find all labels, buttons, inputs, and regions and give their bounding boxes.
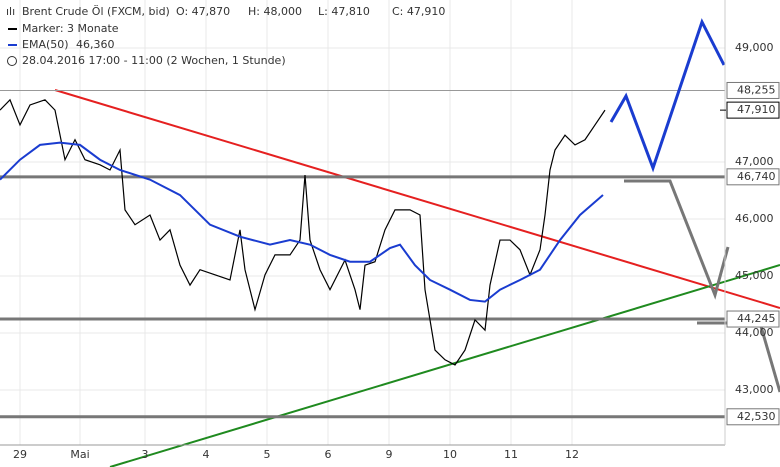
x-tick-label: Mai [70,448,89,461]
y-tick-label: 45,000 [735,269,774,282]
x-tick-label: 29 [13,448,27,461]
level-label: 47,910 [737,103,776,116]
x-tick-label: 6 [325,448,332,461]
period-text: 28.04.2016 17:00 - 11:00 (2 Wochen, 1 St… [22,54,286,67]
label-layer: 43,000 44,000 45,000 46,000 47,000 49,000 29 Ma… [13,41,780,461]
level-label-box [726,101,780,119]
marker-text: Marker: 3 Monate [22,22,119,35]
ohlc-value: H: 48,000 [248,5,302,18]
y-tick-label: 46,000 [735,212,774,225]
x-tick-label: 3 [142,448,149,461]
scenario-arrow [624,179,730,300]
y-tick-label: 47,000 [735,155,774,168]
level-label-box [726,408,780,426]
series-line [0,141,604,303]
support-trendline [109,264,780,467]
level-label-box [726,310,780,328]
ohlc-value: C: 47,910 [392,5,445,18]
level-label: 48,255 [737,83,776,96]
header: ılı Brent Crude Öl (FXCM, bid) O: 47,870… [6,5,445,67]
y-tick-label: 44,000 [735,326,774,339]
levels [0,89,725,419]
x-tick-label: 9 [386,448,393,461]
level-label-box [726,168,780,186]
y-tick-label: 43,000 [735,383,774,396]
y-tick-label: 49,000 [735,41,774,54]
ohlc-value: O: 47,870 [176,5,230,18]
chart-title: Brent Crude Öl (FXCM, bid) [22,5,170,18]
level-label: 44,245 [737,312,776,325]
series-layer [0,98,606,366]
level-label: 46,740 [737,170,776,183]
legend-label: EMA(50) [22,38,69,51]
ohlc-value: L: 47,810 [318,5,370,18]
ema-value: 46,360 [76,38,115,51]
x-tick-label: 10 [443,448,457,461]
level-label-box [726,81,780,99]
x-tick-label: 12 [565,448,579,461]
x-tick-label: 4 [203,448,210,461]
clock-icon [7,56,17,66]
x-tick-label: 5 [264,448,271,461]
series-line [0,98,606,366]
resistance-trendline [54,89,780,309]
scenario-arrow [609,18,726,173]
chart-icon: ılı [6,5,15,18]
x-tick-label: 11 [504,448,518,461]
level-label: 42,530 [737,410,776,423]
